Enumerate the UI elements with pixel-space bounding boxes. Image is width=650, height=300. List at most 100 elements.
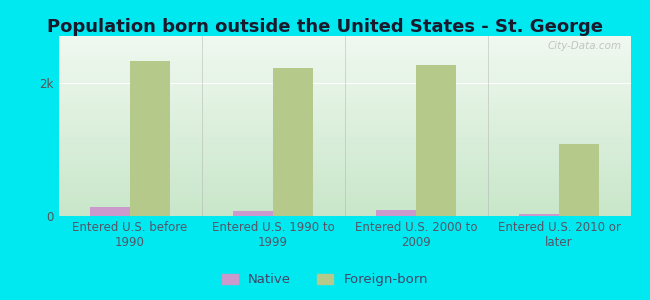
Bar bbox=[58, 124, 630, 126]
Bar bbox=[58, 60, 630, 61]
Bar bbox=[58, 144, 630, 146]
Bar bbox=[58, 184, 630, 186]
Bar bbox=[58, 156, 630, 158]
Bar bbox=[58, 122, 630, 123]
Bar bbox=[58, 81, 630, 82]
Bar bbox=[58, 135, 630, 136]
Bar bbox=[58, 189, 630, 190]
Bar bbox=[58, 198, 630, 200]
Bar bbox=[58, 76, 630, 78]
Bar bbox=[58, 172, 630, 174]
Bar bbox=[58, 167, 630, 168]
Bar bbox=[58, 93, 630, 94]
Bar bbox=[58, 61, 630, 63]
Bar bbox=[376, 210, 416, 216]
Bar bbox=[58, 92, 630, 93]
Bar bbox=[58, 168, 630, 170]
Bar bbox=[58, 123, 630, 124]
Legend: Native, Foreign-born: Native, Foreign-born bbox=[218, 269, 432, 290]
Bar bbox=[58, 207, 630, 208]
Bar bbox=[130, 61, 170, 216]
Bar bbox=[58, 46, 630, 48]
Bar bbox=[58, 44, 630, 45]
Bar bbox=[58, 129, 630, 130]
Bar bbox=[58, 66, 630, 68]
Bar bbox=[58, 70, 630, 72]
Bar bbox=[58, 180, 630, 182]
Bar bbox=[58, 134, 630, 135]
Bar bbox=[58, 142, 630, 144]
Bar bbox=[58, 152, 630, 153]
Bar bbox=[58, 40, 630, 42]
Bar bbox=[58, 48, 630, 50]
Bar bbox=[58, 114, 630, 116]
Bar bbox=[58, 210, 630, 212]
Bar bbox=[58, 195, 630, 196]
Bar bbox=[58, 212, 630, 213]
Bar bbox=[58, 58, 630, 60]
Bar bbox=[58, 111, 630, 112]
Bar bbox=[58, 63, 630, 64]
Bar bbox=[58, 50, 630, 51]
Bar bbox=[58, 128, 630, 129]
Bar bbox=[58, 158, 630, 159]
Bar bbox=[58, 110, 630, 111]
Bar bbox=[58, 57, 630, 58]
Bar bbox=[58, 87, 630, 88]
Bar bbox=[58, 206, 630, 207]
Bar bbox=[58, 146, 630, 147]
Bar bbox=[58, 96, 630, 98]
Bar bbox=[58, 39, 630, 40]
Bar bbox=[58, 68, 630, 69]
Bar bbox=[559, 144, 599, 216]
Bar bbox=[58, 85, 630, 87]
Bar bbox=[58, 132, 630, 134]
Bar bbox=[58, 100, 630, 102]
Bar bbox=[58, 188, 630, 189]
Bar bbox=[58, 148, 630, 150]
Bar bbox=[58, 112, 630, 114]
Bar bbox=[58, 178, 630, 180]
Bar bbox=[58, 201, 630, 202]
Bar bbox=[58, 80, 630, 81]
Bar bbox=[58, 141, 630, 142]
Bar bbox=[58, 36, 630, 38]
Bar bbox=[58, 159, 630, 160]
Bar bbox=[58, 106, 630, 108]
Bar bbox=[58, 200, 630, 201]
Bar bbox=[58, 186, 630, 188]
Bar bbox=[58, 84, 630, 86]
Bar bbox=[58, 108, 630, 110]
Bar bbox=[58, 99, 630, 100]
Bar bbox=[58, 136, 630, 138]
Bar bbox=[58, 74, 630, 75]
Bar bbox=[58, 117, 630, 118]
Bar bbox=[58, 202, 630, 204]
Bar bbox=[58, 42, 630, 44]
Bar bbox=[519, 214, 559, 216]
Bar bbox=[58, 196, 630, 198]
Bar bbox=[58, 165, 630, 166]
Bar bbox=[58, 120, 630, 122]
Bar bbox=[273, 68, 313, 216]
Bar bbox=[58, 98, 630, 99]
Bar bbox=[58, 177, 630, 178]
Bar bbox=[58, 78, 630, 80]
Bar bbox=[58, 64, 630, 66]
Bar bbox=[58, 190, 630, 192]
Bar bbox=[58, 52, 630, 54]
Bar bbox=[58, 103, 630, 105]
Bar bbox=[58, 160, 630, 162]
Text: City-Data.com: City-Data.com bbox=[548, 41, 622, 51]
Bar bbox=[58, 56, 630, 57]
Bar bbox=[58, 214, 630, 216]
Bar bbox=[58, 72, 630, 74]
Bar bbox=[58, 75, 630, 76]
Bar bbox=[58, 176, 630, 177]
Bar bbox=[58, 88, 630, 90]
Bar bbox=[58, 138, 630, 140]
Bar bbox=[58, 140, 630, 141]
Bar bbox=[58, 51, 630, 52]
Bar bbox=[90, 207, 130, 216]
Bar bbox=[58, 192, 630, 194]
